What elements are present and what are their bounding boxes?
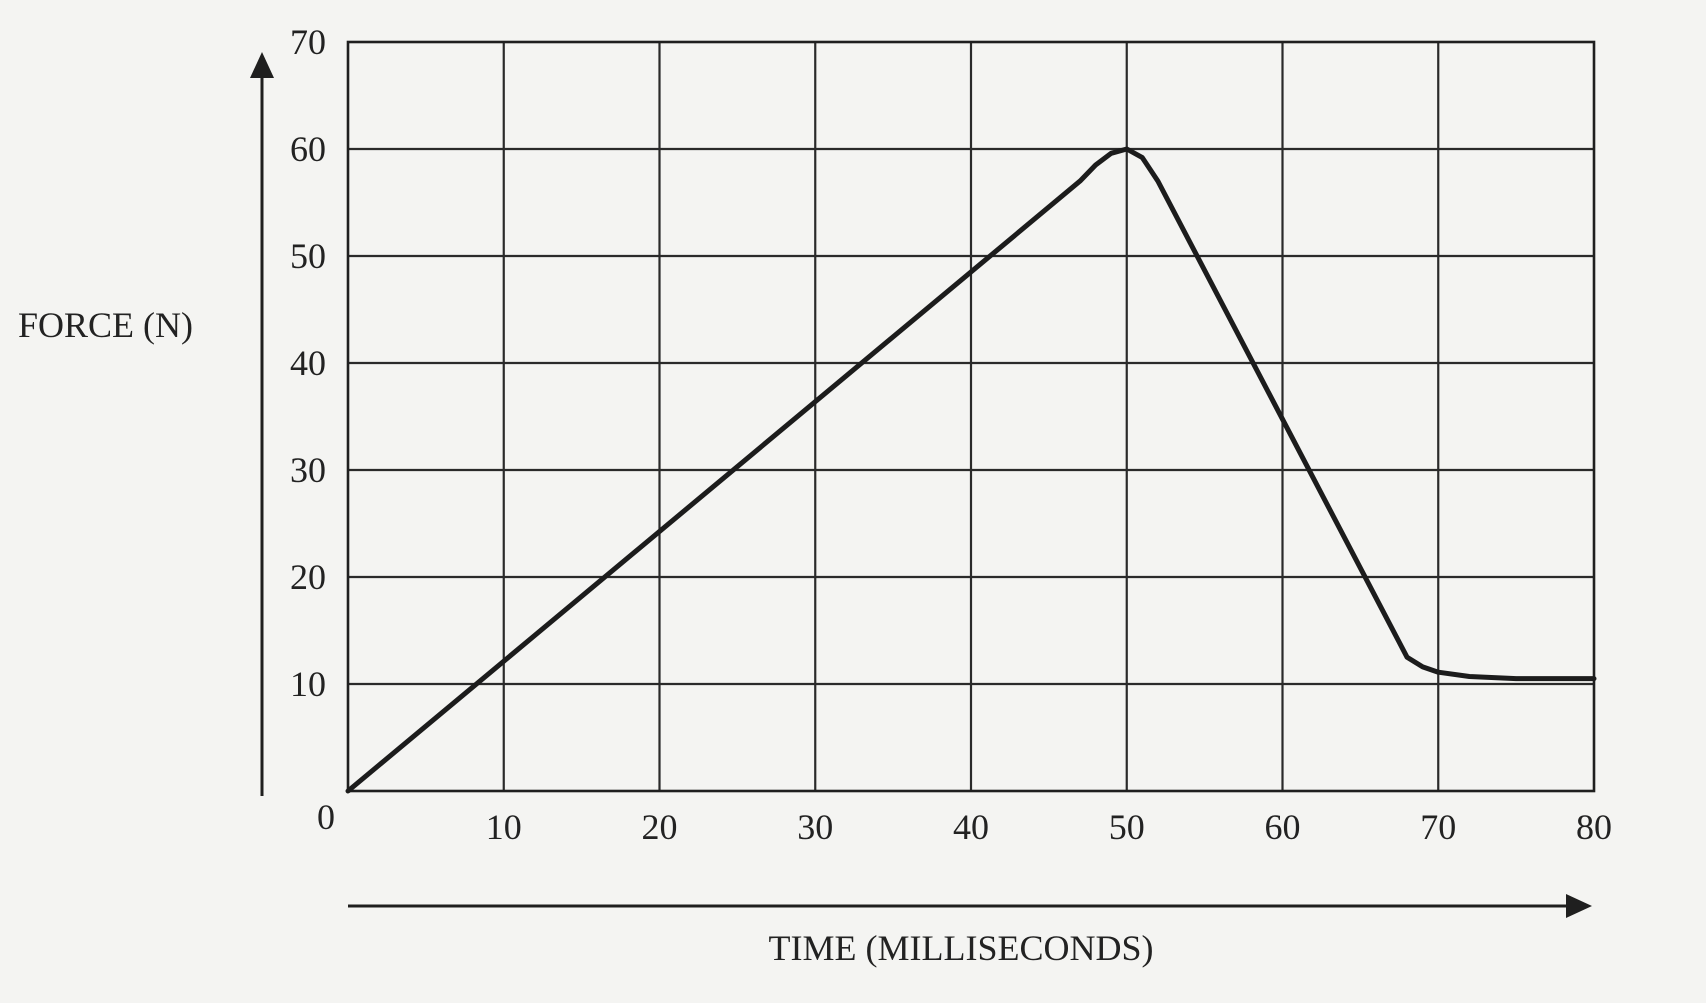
y-tick-label-70: 70 [290, 22, 326, 62]
x-tick-labels: 0 10 20 30 40 50 60 70 80 [317, 797, 1612, 847]
x-tick-label-50: 50 [1109, 807, 1145, 847]
plot-frame [346, 40, 1596, 793]
y-tick-label-30: 30 [290, 450, 326, 490]
y-tick-label-50: 50 [290, 236, 326, 276]
y-axis-arrow [250, 52, 274, 796]
x-tick-label-70: 70 [1420, 807, 1456, 847]
x-axis-label: TIME (MILLISECONDS) [769, 928, 1154, 968]
force-series-line [345, 146, 1597, 794]
y-axis-label: FORCE (N) [18, 305, 193, 345]
x-axis-arrow [348, 894, 1592, 918]
chart-grid [348, 42, 1594, 791]
x-tick-label-0: 0 [317, 797, 335, 837]
y-tick-label-60: 60 [290, 129, 326, 169]
x-tick-label-10: 10 [486, 807, 522, 847]
y-tick-label-10: 10 [290, 664, 326, 704]
y-tick-label-40: 40 [290, 343, 326, 383]
y-tick-labels: 10 20 30 40 50 60 70 [290, 22, 326, 704]
x-tick-label-80: 80 [1576, 807, 1612, 847]
x-tick-label-20: 20 [642, 807, 678, 847]
x-axis-arrow-head [1566, 894, 1592, 918]
x-tick-label-40: 40 [953, 807, 989, 847]
x-tick-label-30: 30 [797, 807, 833, 847]
y-axis-arrow-head [250, 52, 274, 78]
x-tick-label-60: 60 [1265, 807, 1301, 847]
y-tick-label-20: 20 [290, 557, 326, 597]
